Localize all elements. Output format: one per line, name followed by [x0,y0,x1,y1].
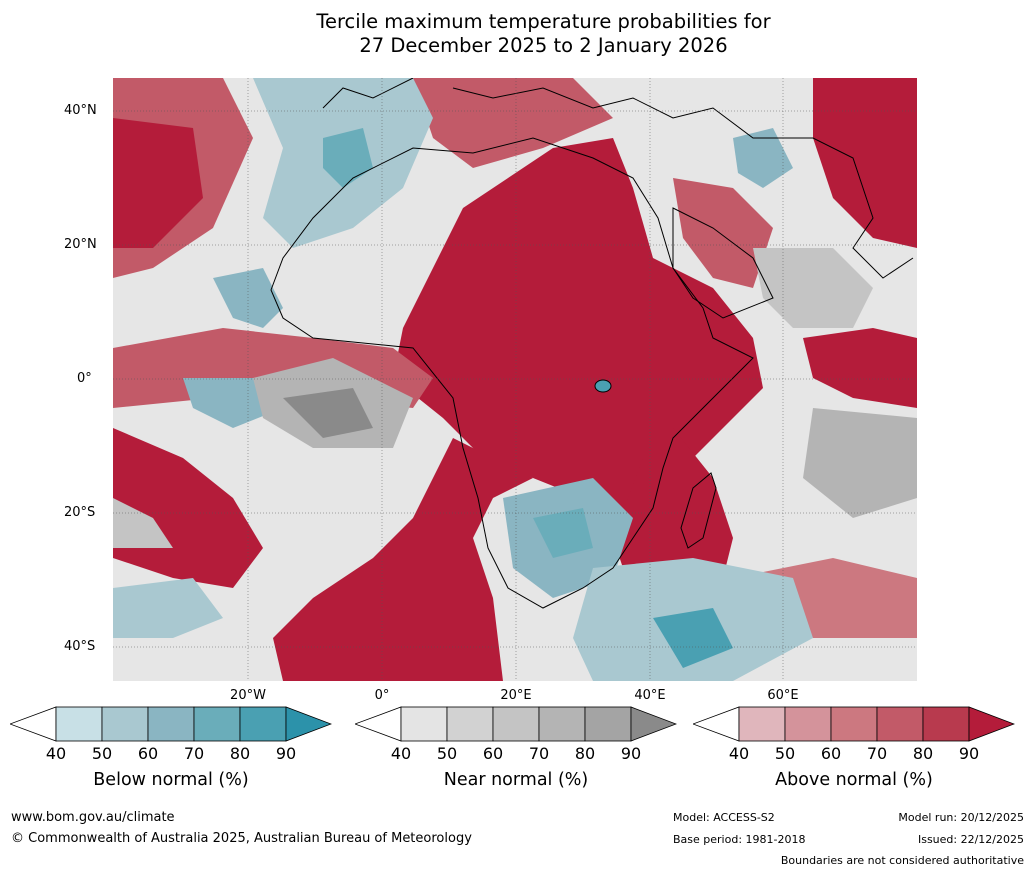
legend-above-swatch-50-60 [784,706,832,742]
lat-label-40s: 40°S [64,639,96,654]
region-south-atlantic-above [273,438,533,681]
legend-above-tick: 70 [866,744,888,763]
region-indian-ocean-near [803,408,917,518]
footer-disclaimer: Boundaries are not considered authoritat… [780,854,1024,867]
legend-below-normal: 40 50 60 70 80 90 Below normal (%) [8,706,333,806]
legend-below-swatch-40-50 [55,706,103,742]
lat-label-20n: 20°N [64,237,97,252]
footer-base-period: Base period: 1981-2018 [673,833,806,846]
lat-label-40n: 40°N [64,103,97,118]
arabia-coastline [672,207,774,319]
legend-near-normal: 40 50 60 70 80 90 Near normal (%) [353,706,678,806]
legend-above-swatch-over [968,706,1016,742]
region-southern-africa-core [533,508,593,558]
legend-above-swatch-70-80 [876,706,924,742]
legend-below-label: Below normal (%) [93,770,249,790]
legend-above-swatch-under [691,706,740,742]
legend-above-colorbar [691,706,1016,742]
legend-near-tick: 80 [574,744,596,763]
region-north-atlantic-core [113,118,203,248]
legend-above-tick: 60 [820,744,842,763]
footer-issued: Issued: 22/12/2025 [917,833,1024,846]
legend-near-tick: 60 [482,744,504,763]
africa-coastline [270,137,754,609]
region-sw-atlantic-below [113,578,223,638]
lat-label-20s: 20°S [64,505,96,520]
legend-below-swatch-80-90 [239,706,287,742]
legend-near-swatch-80-90 [584,706,632,742]
title-line-1: Tercile maximum temperature probabilitie… [316,10,771,33]
region-iran-below [733,128,793,188]
legend-near-tick: 90 [620,744,642,763]
gridlines [113,78,917,681]
legend-below-tick: 40 [45,744,67,763]
footer-website-link[interactable]: www.bom.gov.au/climate [11,810,175,825]
lon-label-20e: 20°E [500,688,532,703]
legend-near-swatch-60-70 [492,706,540,742]
near-normal-regions [113,248,917,548]
legend-above-normal: 40 50 60 70 80 90 Above normal (%) [691,706,1016,806]
region-indian-ocean-above [803,328,917,408]
legend-near-swatch-over [630,706,678,742]
legend-below-swatch-under [8,706,57,742]
legend-near-tick: 70 [528,744,550,763]
chart-title: Tercile maximum temperature probabilitie… [0,10,1035,58]
legend-below-swatch-50-60 [101,706,149,742]
legend-above-swatch-80-90 [922,706,970,742]
lon-label-20w: 20°W [230,688,266,703]
legend-above-tick: 40 [728,744,750,763]
legend-near-swatch-40-50 [400,706,448,742]
region-arabia-above [673,178,773,288]
legend-near-label: Near normal (%) [443,770,589,790]
legend-below-swatch-over [285,706,333,742]
region-sahel-above [393,138,763,518]
legend-near-swatch-under [353,706,402,742]
footer-model: Model: ACCESS-S2 [673,811,775,824]
legend-below-colorbar [8,706,333,742]
region-equatorial-atlantic-core [283,388,373,438]
lon-label-0: 0° [374,688,390,703]
legend-near-tick: 50 [436,744,458,763]
legend-near-swatch-50-60 [446,706,494,742]
legend-below-tick: 50 [91,744,113,763]
madagascar-coastline [680,472,717,549]
legend-below-swatch-60-70 [147,706,195,742]
legend-above-tick: 50 [774,744,796,763]
legend-near-colorbar [353,706,678,742]
legend-below-tick: 70 [183,744,205,763]
footer-copyright: © Commonwealth of Australia 2025, Austra… [11,831,472,846]
legend-above-swatch-40-50 [738,706,786,742]
lon-label-40e: 40°E [634,688,666,703]
lake-victoria [594,379,612,393]
region-west-near [113,498,173,548]
region-south-asia-above [813,78,917,248]
eurasia-coastline [322,78,914,279]
legend-below-tick: 80 [229,744,251,763]
legend-below-swatch-70-80 [193,706,241,742]
legend-near-swatch-70-80 [538,706,586,742]
probability-map[interactable] [113,78,917,681]
legend-near-tick: 40 [390,744,412,763]
lat-label-0: 0° [77,371,92,386]
region-southern-ocean-core [653,608,733,668]
legend-above-tick: 90 [958,744,980,763]
footer-model-run: Model run: 20/12/2025 [898,811,1024,824]
legend-above-label: Above normal (%) [775,770,933,790]
lon-label-60e: 60°E [767,688,799,703]
below-normal-regions [113,78,813,681]
legend-above-swatch-60-70 [830,706,878,742]
legend-above-tick: 80 [912,744,934,763]
region-iberia-core [323,128,373,188]
legend-below-tick: 60 [137,744,159,763]
region-mediterranean-above [413,78,613,168]
legend-below-tick: 90 [275,744,297,763]
title-line-2: 27 December 2025 to 2 January 2026 [359,34,728,57]
